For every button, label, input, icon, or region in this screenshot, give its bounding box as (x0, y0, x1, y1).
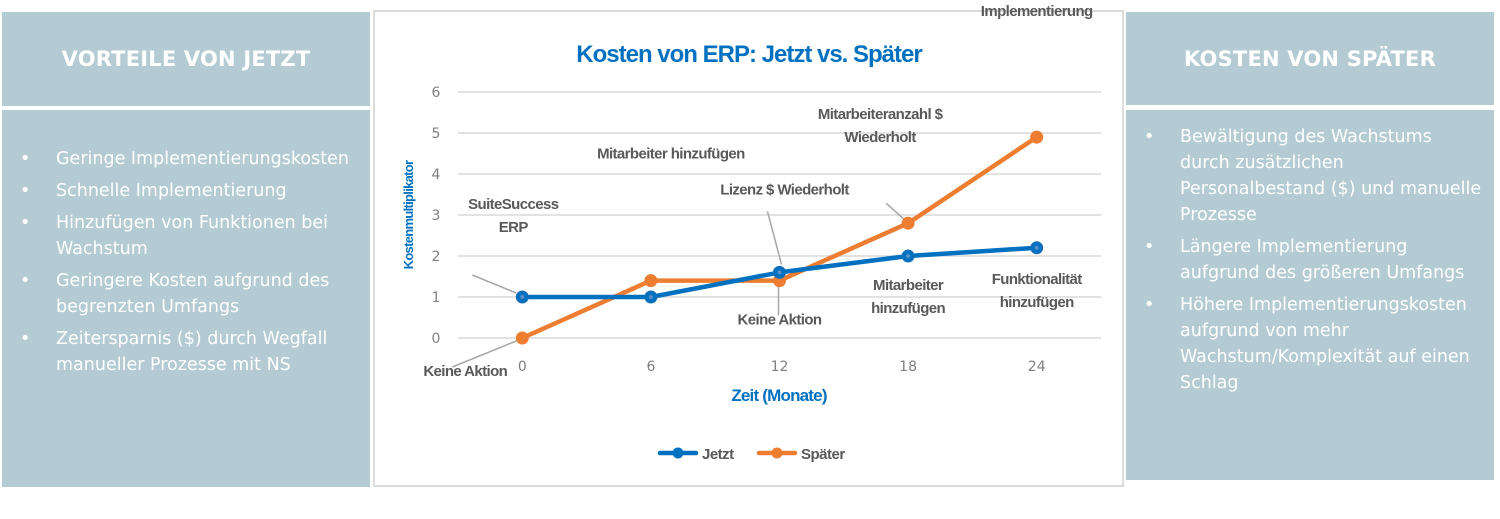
annotation-label: Mitarbeiter hinzufügen (597, 146, 745, 163)
benefit-item: • Hinzufügen von Funktionen bei Wachstum (2, 210, 360, 262)
annotation-label: Funktionalität hinzufügen (992, 271, 1083, 311)
left-panel-header: VORTEILE VON JETZT (2, 12, 370, 106)
annotation-line: Mitarbeiteranzahl $ (818, 106, 944, 123)
data-point-spaeter (901, 216, 915, 230)
cost-item-text: Höhere Implementierungskosten aufgrund v… (1180, 295, 1470, 393)
x-tick-label: 12 (771, 359, 789, 375)
annotation-leader-line (472, 274, 517, 294)
benefit-item-text: Hinzufügen von Funktionen bei Wachstum (56, 213, 328, 259)
x-axis-title: Zeit (Monate) (731, 386, 827, 405)
annotation-label: Keine Aktion (423, 363, 507, 380)
y-tick-label: 4 (432, 167, 441, 183)
benefit-item: • Schnelle Implementierung (2, 178, 360, 204)
bullet-icon: • (20, 271, 31, 291)
cost-item-text: Bewältigung des Wachstums durch zusätzli… (1180, 127, 1482, 225)
annotation-leader-line (885, 202, 906, 221)
annotation-line: ERP (499, 219, 529, 236)
data-point-center (777, 270, 782, 275)
right-panel-title: KOSTEN VON SPÄTER (1184, 46, 1436, 71)
data-point-center (1034, 245, 1039, 250)
y-tick-label: 3 (432, 208, 441, 224)
y-axis-title: Kostenmultiplikator (401, 160, 416, 269)
right-panel-body: • Bewältigung des Wachstums durch zusätzl… (1126, 110, 1494, 480)
cost-item: • Längere Implementierung aufgrund des gr… (1126, 234, 1486, 286)
cost-item-text: Längere Implementierung aufgrund des grö… (1180, 237, 1465, 283)
chart-series (515, 130, 1044, 345)
annotation-line: hinzufügen (871, 300, 945, 317)
series-line-spaeter (521, 135, 1038, 341)
left-panel-body: • Geringe Implementierungskosten • Schnelle… (2, 110, 370, 487)
annotation-line: Keine Aktion (423, 363, 507, 380)
data-point-spaeter (644, 274, 658, 288)
benefit-item-text: Geringe Implementierungskosten (56, 149, 349, 169)
bullet-icon: • (20, 149, 31, 169)
annotation-line: Lizenz $ Wiederholt (720, 181, 849, 198)
data-point-center (906, 254, 911, 258)
annotation-line: Mitarbeiter hinzufügen (597, 146, 745, 163)
benefit-item-text: Geringere Kosten aufgrund des begrenzten… (56, 271, 330, 317)
annotation-label: Mitarbeiteranzahl $ Wiederholt (818, 106, 944, 146)
bullet-icon: • (1144, 127, 1155, 147)
data-point-spaeter (1030, 130, 1044, 144)
annotation-line: SuiteSuccess (468, 196, 559, 213)
annotation-line: Mitarbeiter (873, 277, 944, 294)
x-tick-label: 0 (518, 359, 527, 375)
annotation-line: Keine Aktion (738, 312, 822, 329)
benefit-item: • Geringe Implementierungskosten (2, 146, 360, 172)
annotation-label: SuiteSuccess ERP (468, 196, 559, 236)
left-panel-title: VORTEILE VON JETZT (61, 47, 311, 71)
chart-title: Kosten von ERP: Jetzt vs. Später (576, 41, 922, 68)
annotation-label: Lizenz $ Wiederholt (720, 181, 849, 198)
bullet-icon: • (20, 213, 31, 233)
cost-item: • Bewältigung des Wachstums durch zusätzl… (1126, 124, 1486, 228)
y-tick-label: 5 (432, 126, 441, 142)
annotation-line: Implementierung (981, 3, 1093, 20)
right-panel-header: KOSTEN VON SPÄTER (1126, 12, 1494, 105)
benefit-item-text: Zeitersparnis ($) durch Wegfall manuelle… (56, 329, 328, 375)
x-axis-ticks: 0 6 12 18 24 (518, 359, 1046, 375)
left-benefits-list: • Geringe Implementierungskosten • Schnelle… (2, 146, 360, 378)
right-costs-list: • Bewältigung des Wachstums durch zusätzl… (1126, 124, 1486, 396)
cost-item: • Höhere Implementierungskosten aufgrund … (1126, 292, 1486, 396)
annotation-leader-line (452, 340, 517, 368)
data-point-spaeter (515, 331, 529, 345)
x-tick-label: 6 (646, 359, 655, 375)
legend-marker-icon (672, 447, 684, 459)
bullet-icon: • (20, 181, 31, 201)
bullet-icon: • (1144, 295, 1155, 315)
benefit-item: • Zeitersparnis ($) durch Wegfall manuell… (2, 326, 360, 378)
annotation-line: hinzufügen (1000, 294, 1074, 311)
benefit-item-text: Schnelle Implementierung (56, 181, 287, 201)
y-tick-label: 2 (432, 249, 441, 265)
legend-label: Jetzt (702, 446, 734, 463)
annotation-label: KomplexeImplementierung (981, 0, 1093, 20)
chart-annotations: SuiteSuccess ERP Keine Aktion Mitarbeiter h… (423, 0, 1093, 380)
y-axis-ticks: 0 1 2 3 4 5 6 (432, 85, 441, 347)
annotation-label: Keine Aktion (738, 312, 822, 329)
annotation-line: Wiederholt (844, 129, 916, 146)
y-tick-label: 1 (432, 290, 441, 306)
annotation-line: Funktionalität (992, 271, 1083, 288)
x-tick-label: 24 (1028, 359, 1046, 375)
data-point-center (648, 295, 653, 299)
annotation-leader-line (766, 211, 783, 265)
bullet-icon: • (1144, 237, 1155, 257)
y-tick-label: 0 (432, 331, 441, 347)
x-tick-label: 18 (899, 359, 917, 375)
chart-legend: Jetzt Später (657, 446, 846, 463)
bullet-icon: • (20, 329, 31, 349)
annotation-leaders (452, 202, 906, 368)
annotation-label: Mitarbeiter hinzufügen (871, 277, 945, 317)
data-point-center (520, 295, 525, 299)
legend-marker-icon (771, 447, 783, 459)
benefit-item: • Geringere Kosten aufgrund des begrenzte… (2, 268, 360, 320)
y-tick-label: 6 (432, 85, 441, 101)
legend-label: Später (801, 446, 845, 463)
